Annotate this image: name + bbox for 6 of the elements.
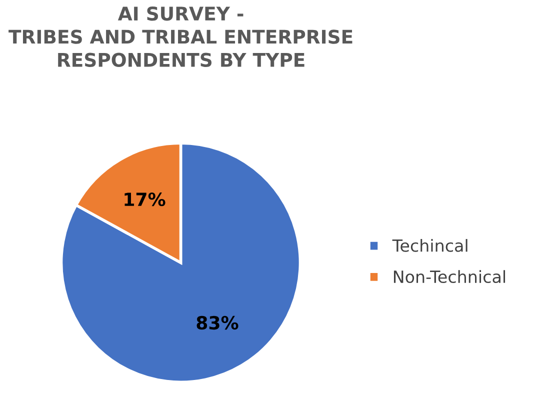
data-label: 17% <box>124 192 166 206</box>
legend-label: Non-Technical <box>394 270 506 284</box>
chart-title: AI SURVEY - TRIBES AND TRIBAL ENTERPRISE RESPONDENTS BY TYPE <box>8 6 352 67</box>
legend-label: Techincal <box>392 239 468 252</box>
data-label: 83% <box>196 316 238 330</box>
pie-slice <box>60 142 302 384</box>
